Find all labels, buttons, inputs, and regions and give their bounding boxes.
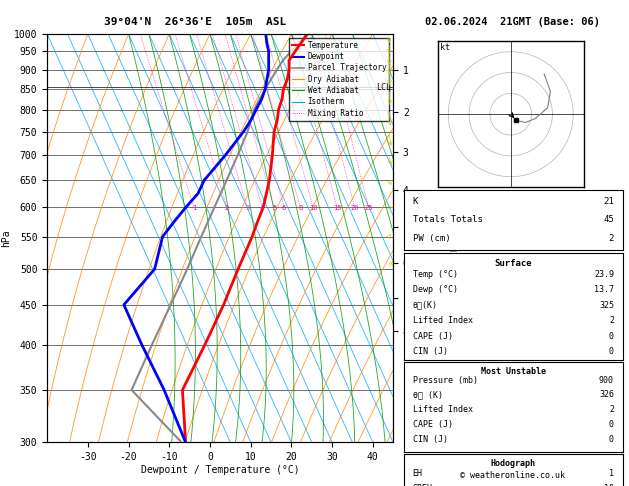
- Text: Lifted Index: Lifted Index: [413, 405, 472, 414]
- Text: CAPE (J): CAPE (J): [413, 331, 453, 341]
- Text: 21: 21: [603, 197, 614, 206]
- Text: Temp (°C): Temp (°C): [413, 270, 457, 278]
- Text: Surface: Surface: [494, 259, 532, 268]
- Text: 45: 45: [603, 215, 614, 225]
- Text: 0: 0: [609, 331, 614, 341]
- Text: 0: 0: [609, 347, 614, 356]
- Text: θᴇ (K): θᴇ (K): [413, 390, 443, 399]
- Text: 02.06.2024  21GMT (Base: 06): 02.06.2024 21GMT (Base: 06): [425, 17, 600, 27]
- Text: Totals Totals: Totals Totals: [413, 215, 482, 225]
- Text: Pressure (mb): Pressure (mb): [413, 376, 477, 384]
- Text: 10: 10: [309, 205, 317, 211]
- Text: K: K: [413, 197, 418, 206]
- Text: Hodograph: Hodograph: [491, 459, 536, 468]
- Text: Mixing Ratio (g/kg): Mixing Ratio (g/kg): [451, 191, 460, 286]
- Text: 25: 25: [364, 205, 373, 211]
- Text: 2: 2: [609, 405, 614, 414]
- Text: CIN (J): CIN (J): [413, 347, 448, 356]
- Text: CAPE (J): CAPE (J): [413, 420, 453, 429]
- Text: 3: 3: [245, 205, 249, 211]
- Text: 23.9: 23.9: [594, 270, 614, 278]
- Text: 10: 10: [604, 484, 614, 486]
- Text: 1: 1: [609, 469, 614, 478]
- Text: CIN (J): CIN (J): [413, 435, 448, 444]
- Text: 2: 2: [225, 205, 229, 211]
- Text: Most Unstable: Most Unstable: [481, 367, 546, 377]
- Text: 1: 1: [192, 205, 196, 211]
- Text: LCL: LCL: [376, 83, 391, 92]
- Text: 0: 0: [609, 420, 614, 429]
- Y-axis label: km
ASL: km ASL: [426, 228, 441, 248]
- Text: PW (cm): PW (cm): [413, 234, 450, 243]
- Text: 5: 5: [272, 205, 276, 211]
- Text: 13.7: 13.7: [594, 285, 614, 294]
- Text: 4: 4: [260, 205, 264, 211]
- Text: 8: 8: [298, 205, 303, 211]
- Text: 15: 15: [333, 205, 342, 211]
- Text: SREH: SREH: [413, 484, 433, 486]
- Text: 39°04'N  26°36'E  105m  ASL: 39°04'N 26°36'E 105m ASL: [104, 17, 286, 27]
- Text: 2: 2: [609, 234, 614, 243]
- Text: EH: EH: [413, 469, 423, 478]
- Text: 2: 2: [609, 316, 614, 325]
- Text: 900: 900: [599, 376, 614, 384]
- Text: 326: 326: [599, 390, 614, 399]
- Text: Lifted Index: Lifted Index: [413, 316, 472, 325]
- Text: 6: 6: [282, 205, 286, 211]
- X-axis label: Dewpoint / Temperature (°C): Dewpoint / Temperature (°C): [141, 465, 299, 475]
- Text: θᴇ(K): θᴇ(K): [413, 301, 438, 310]
- Text: 0: 0: [609, 435, 614, 444]
- Text: kt: kt: [440, 43, 450, 52]
- Y-axis label: hPa: hPa: [1, 229, 11, 247]
- Text: 325: 325: [599, 301, 614, 310]
- Text: 20: 20: [350, 205, 359, 211]
- Text: Dewp (°C): Dewp (°C): [413, 285, 457, 294]
- Text: © weatheronline.co.uk: © weatheronline.co.uk: [460, 471, 565, 480]
- Legend: Temperature, Dewpoint, Parcel Trajectory, Dry Adiabat, Wet Adiabat, Isotherm, Mi: Temperature, Dewpoint, Parcel Trajectory…: [289, 38, 389, 121]
